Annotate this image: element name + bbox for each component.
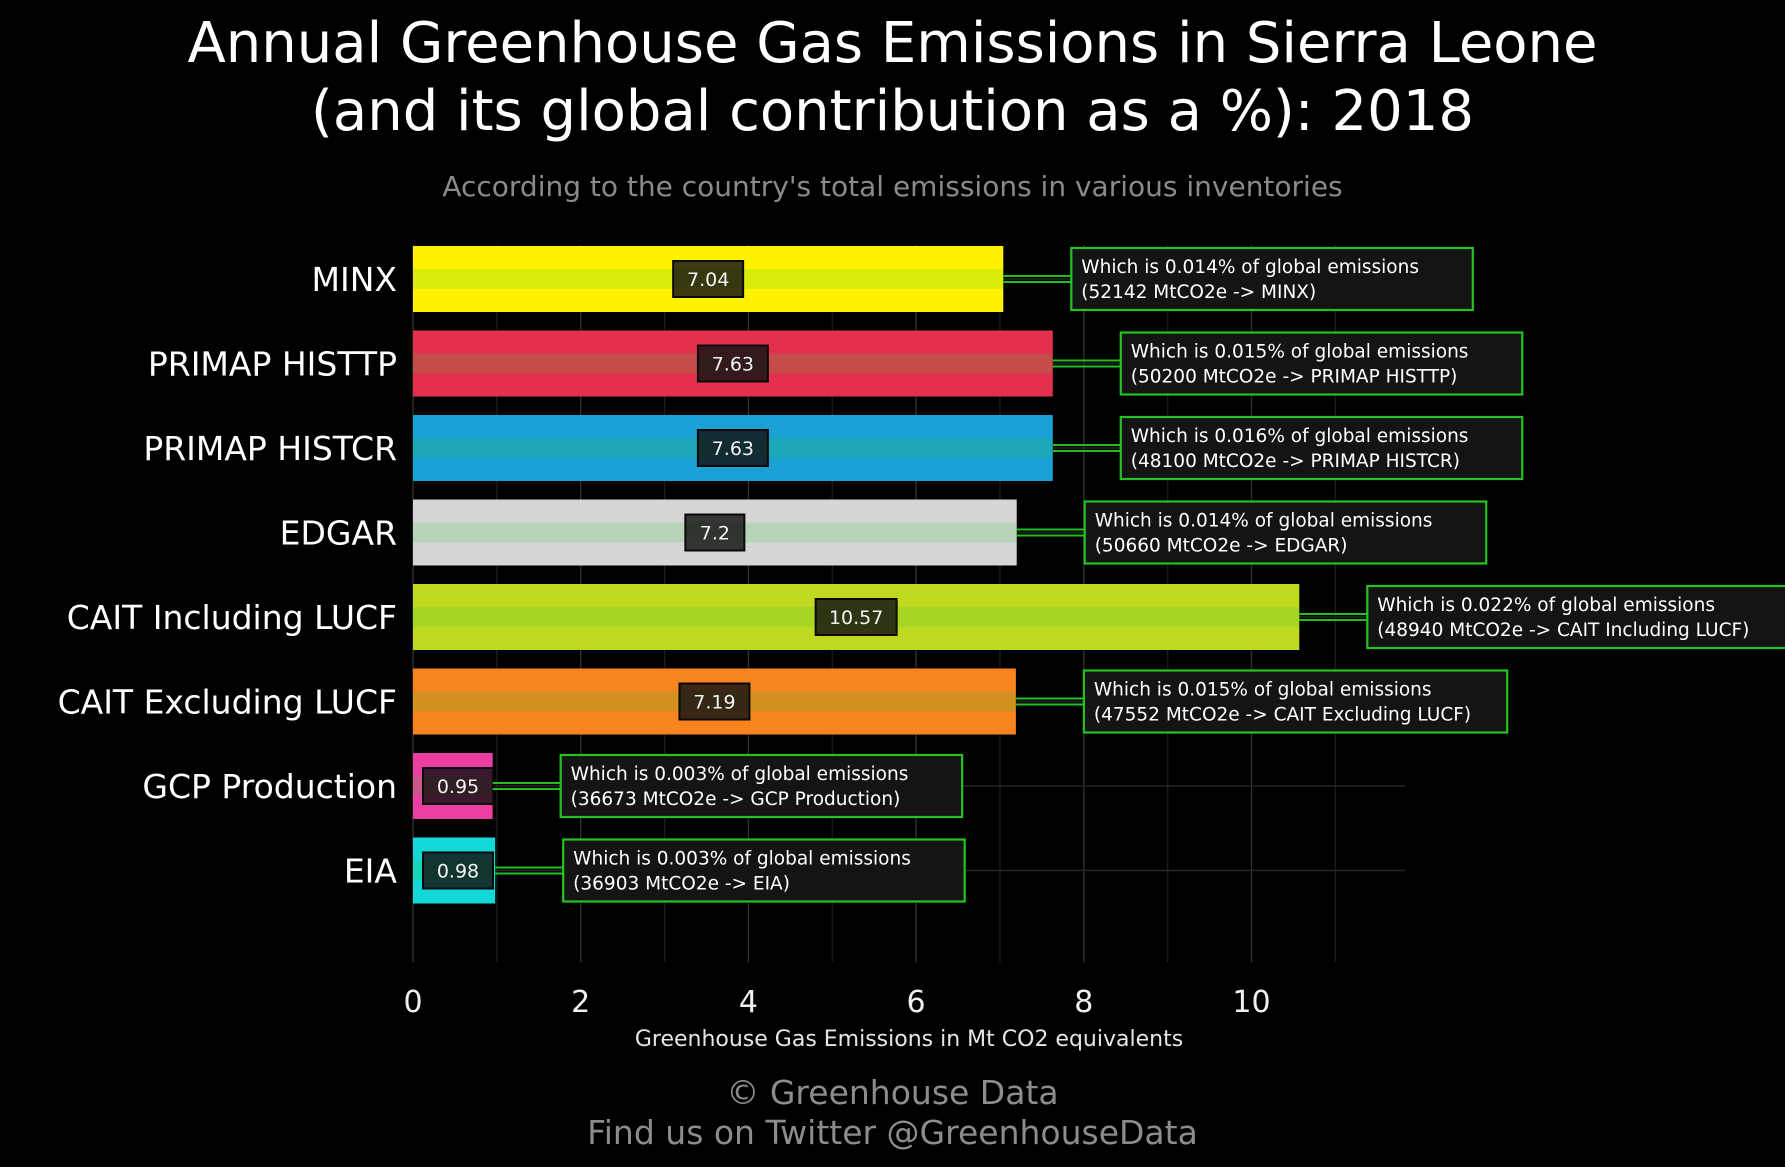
x-tick-label: 2 [571, 985, 590, 1020]
value-label-box [678, 682, 751, 721]
x-tick-label: 4 [739, 985, 758, 1020]
chart-subtitle: According to the country's total emissio… [442, 170, 1343, 203]
annotation-text-line-2: (48100 MtCO2e -> PRIMAP HISTCR) [1131, 451, 1460, 472]
annotation-box [1119, 415, 1524, 481]
annotation-text-line-1: Which is 0.014% of global emissions [1095, 511, 1433, 532]
value-label-box [672, 260, 745, 298]
category-label: MINX [312, 260, 398, 299]
category-label: EDGAR [280, 514, 397, 553]
annotation-text-line-1: Which is 0.015% of global emissions [1131, 342, 1469, 363]
value-label: 10.57 [829, 607, 883, 629]
annotation-box [562, 838, 966, 903]
annotations: Which is 0.014% of global emissions (5214… [492, 246, 1785, 903]
bar-chart: 7.04 7.63 7.63 7.2 10.57 7.19 0.95 0.98 MINX PRI… [58, 245, 1785, 1052]
category-labels: MINX PRIMAP HISTTP PRIMAP HISTCR EDGAR CAIT … [58, 260, 398, 891]
value-label: 7.63 [712, 438, 754, 460]
annotation-box [1366, 584, 1785, 650]
category-label: GCP Production [142, 767, 397, 806]
value-label-box [422, 851, 494, 890]
x-tick-label: 0 [403, 985, 422, 1020]
category-label: EIA [344, 852, 398, 891]
copyright-text: © Greenhouse Data [726, 1073, 1059, 1112]
annotation-text-line-1: Which is 0.003% of global emissions [571, 764, 909, 785]
value-label: 7.04 [687, 269, 729, 291]
twitter-text: Find us on Twitter @GreenhouseData [587, 1113, 1198, 1152]
category-label: CAIT Excluding LUCF [58, 683, 397, 722]
annotation-text-line-2: (50200 MtCO2e -> PRIMAP HISTTP) [1131, 367, 1458, 388]
value-label-box [696, 344, 769, 383]
chart-title-line-2: (and its global contribution as a %): 20… [311, 79, 1474, 144]
annotation-box [1082, 669, 1509, 734]
value-label: 0.95 [437, 776, 479, 798]
annotation-text-line-1: Which is 0.003% of global emissions [573, 849, 911, 870]
chart-title-line-1: Annual Greenhouse Gas Emissions in Sierr… [187, 11, 1598, 76]
annotation-text-line-1: Which is 0.016% of global emissions [1131, 426, 1469, 447]
chart-title: Annual Greenhouse Gas Emissions in Sierr… [0, 10, 1785, 146]
value-label: 7.2 [700, 523, 730, 545]
value-label: 7.63 [712, 354, 754, 376]
x-tick-label: 8 [1074, 985, 1093, 1020]
value-label: 7.19 [693, 692, 735, 714]
annotation-text-line-1: Which is 0.015% of global emissions [1094, 680, 1432, 701]
annotation-box [1083, 500, 1488, 565]
bars: 7.04 7.63 7.63 7.2 10.57 7.19 0.95 0.98 [413, 246, 1300, 904]
annotation-text-line-1: Which is 0.022% of global emissions [1377, 595, 1715, 616]
annotation-text-line-2: (52142 MtCO2e -> MINX) [1081, 282, 1316, 303]
footer: © Greenhouse Data Find us on Twitter @Gr… [0, 1073, 1785, 1153]
annotation-text-line-2: (47552 MtCO2e -> CAIT Excluding LUCF) [1094, 705, 1471, 726]
annotation-box [1070, 246, 1474, 312]
value-label-box [696, 429, 769, 467]
annotation-text-line-2: (36903 MtCO2e -> EIA) [573, 874, 790, 895]
value-label-box [814, 598, 898, 636]
x-axis-label: Greenhouse Gas Emissions in Mt CO2 equiv… [635, 1027, 1183, 1052]
category-label: CAIT Including LUCF [67, 598, 397, 637]
annotation-text-line-2: (36673 MtCO2e -> GCP Production) [571, 789, 901, 810]
annotation-box [1119, 331, 1524, 396]
category-label: PRIMAP HISTCR [143, 429, 397, 468]
annotation-text-line-1: Which is 0.014% of global emissions [1081, 257, 1419, 278]
annotation-box [559, 753, 964, 819]
value-label-box [684, 513, 746, 552]
x-tick-label: 6 [907, 985, 926, 1020]
x-tick-label: 10 [1232, 985, 1270, 1020]
annotation-text-line-2: (50660 MtCO2e -> EDGAR) [1095, 536, 1348, 557]
annotation-text-line-2: (48940 MtCO2e -> CAIT Including LUCF) [1377, 620, 1749, 641]
category-label: PRIMAP HISTTP [148, 345, 397, 384]
value-label: 0.98 [437, 861, 479, 883]
x-axis: 0 2 4 6 8 10 Greenhouse Gas Emissions in Mt CO… [403, 985, 1270, 1052]
value-label-box [422, 767, 494, 805]
